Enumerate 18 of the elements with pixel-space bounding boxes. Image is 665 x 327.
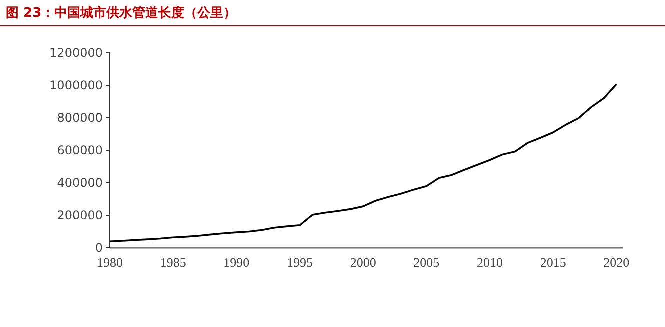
x-tick-label: 1995	[287, 255, 313, 270]
x-tick-label: 2005	[414, 255, 440, 270]
x-tick-label: 2000	[350, 255, 376, 270]
chart-title: 图 23：中国城市供水管道长度（公里）	[6, 5, 237, 21]
x-tick-label: 2015	[540, 255, 566, 270]
y-tick-label: 200000	[57, 208, 103, 222]
y-tick-label: 1200000	[50, 46, 103, 60]
y-tick-label: 1000000	[50, 78, 103, 92]
x-tick-label: 2020	[604, 255, 630, 270]
y-tick-label: 400000	[57, 176, 103, 190]
x-tick-label: 1980	[97, 255, 123, 270]
x-tick-label: 1990	[224, 255, 250, 270]
x-tick-label: 2010	[477, 255, 503, 270]
line-series	[109, 83, 618, 243]
y-tick-label: 0	[95, 240, 103, 255]
y-tick-label: 800000	[57, 110, 103, 125]
y-tick-label: 600000	[57, 143, 103, 158]
x-tick-label: 1985	[160, 255, 186, 270]
